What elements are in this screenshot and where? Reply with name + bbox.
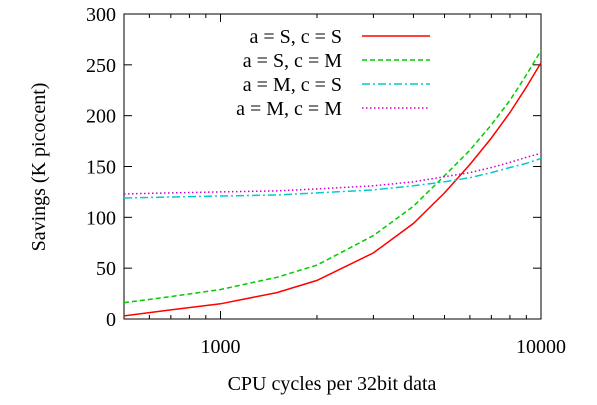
legend: a = S, c = Sa = S, c = Ma = M, c = Sa = … [236,26,430,120]
y-axis-title: Savings (K picocent) [28,83,50,252]
y-tick-label: 0 [106,309,116,331]
y-axis: 0 50 100 150 200 250 300 [86,4,541,331]
series-line-3 [123,157,542,199]
y-tick-label: 100 [86,207,116,229]
legend-label: a = S, c = M [243,50,342,72]
x-axis-title: CPU cycles per 32bit data [228,373,437,395]
series-line-1 [123,62,542,317]
y-tick-label: 200 [86,106,116,128]
series-line-2 [123,50,542,304]
y-tick-label: 300 [86,4,116,26]
legend-label: a = M, c = M [236,98,342,120]
x-tick-label: 10000 [516,336,566,358]
legend-label: a = M, c = S [243,74,342,96]
legend-label: a = S, c = S [249,26,342,48]
series-line-4 [123,152,542,195]
series-layer [123,50,542,317]
x-tick-label: 1000 [200,336,240,358]
x-axis: 1000 10000 [123,14,566,358]
y-tick-label: 250 [86,55,116,77]
y-tick-label: 50 [96,258,116,280]
y-tick-label: 150 [86,157,116,179]
